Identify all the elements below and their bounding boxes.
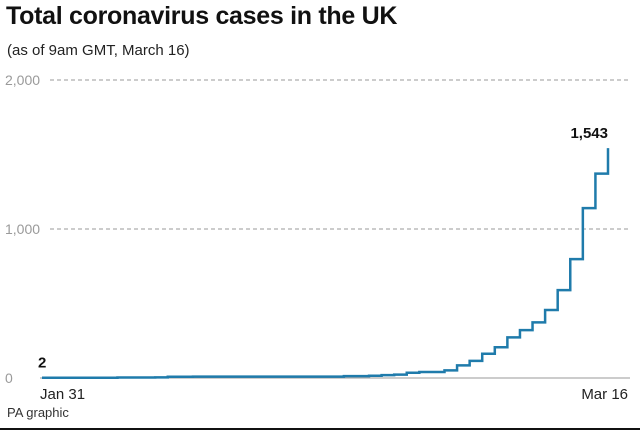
y-tick-label-1000: 1,000 — [5, 221, 40, 237]
chart-title: Total coronavirus cases in the UK — [6, 2, 398, 30]
data-label-end: 1,543 — [570, 125, 608, 142]
chart-subtitle: (as of 9am GMT, March 16) — [7, 42, 190, 59]
series-line-total-cases — [42, 148, 610, 379]
data-label-start: 2 — [38, 355, 46, 372]
source-credit: PA graphic — [7, 405, 69, 420]
bottom-rule — [0, 428, 640, 430]
y-tick-label-0: 0 — [5, 370, 13, 386]
x-tick-label-end: Mar 16 — [581, 386, 628, 403]
x-tick-label-start: Jan 31 — [40, 386, 85, 403]
y-tick-label-2000: 2,000 — [5, 72, 40, 88]
